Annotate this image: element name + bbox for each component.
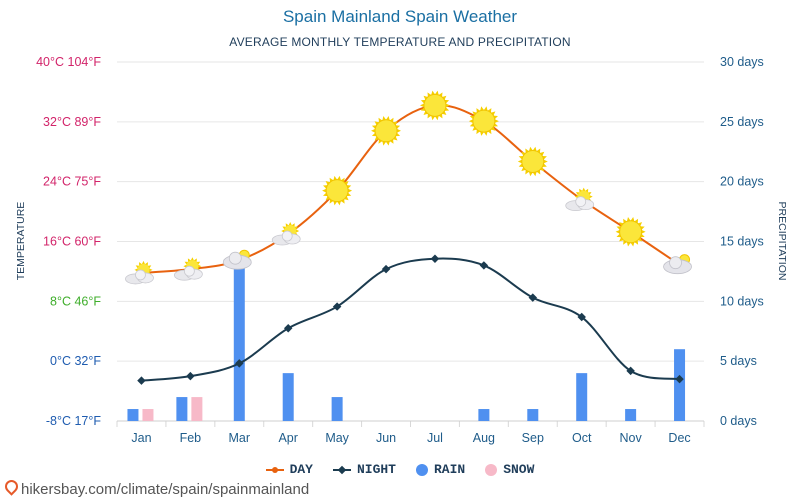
- rain-bar: [625, 409, 637, 421]
- chart-legend: DAY NIGHT RAIN SNOW: [0, 462, 800, 477]
- snow-bar: [142, 409, 154, 421]
- sun-icon: [517, 146, 548, 177]
- snow-bar: [191, 397, 203, 421]
- legend-item-night[interactable]: NIGHT: [332, 462, 396, 477]
- y-right-tick-label: 20 days: [720, 175, 764, 189]
- cloud-puff: [281, 230, 293, 242]
- partly-cloudy-icon: [565, 187, 595, 212]
- night-point: [186, 371, 195, 381]
- x-tick-label: Feb: [180, 431, 202, 445]
- sun-core: [521, 149, 545, 173]
- night-point: [332, 302, 342, 311]
- x-tick-label: Apr: [278, 431, 297, 445]
- sun-core: [374, 119, 398, 143]
- sun-core: [619, 220, 643, 244]
- partly-cloudy-icon: [125, 260, 154, 285]
- cloudy-icon: [663, 254, 692, 275]
- rain-bar: [331, 397, 343, 421]
- x-tick-label: Sep: [522, 431, 544, 445]
- chart-subtitle: AVERAGE MONTHLY TEMPERATURE AND PRECIPIT…: [229, 35, 571, 49]
- night-point: [675, 374, 684, 384]
- rain-bar: [282, 373, 294, 421]
- x-tick-label: Mar: [229, 431, 251, 445]
- cloud-puff: [135, 269, 146, 281]
- rain-bar: [576, 373, 588, 421]
- night-point: [626, 366, 635, 376]
- y-left-tick-label: 8°C 46°F: [50, 294, 101, 308]
- sun-core: [423, 93, 447, 117]
- x-tick-label: Oct: [572, 431, 592, 445]
- night-point: [137, 376, 146, 385]
- y-right-axis-title: PRECIPITATION: [776, 202, 788, 281]
- legend-label-rain: RAIN: [433, 462, 466, 477]
- y-right-tick-label: 30 days: [720, 55, 764, 69]
- source-link[interactable]: hikersbay.com/climate/spain/spainmainlan…: [2, 477, 310, 498]
- y-right-tick-label: 0 days: [720, 414, 757, 428]
- rain-bar: [478, 409, 490, 421]
- source-url: hikersbay.com/climate/spain/spainmainlan…: [21, 481, 310, 498]
- y-left-tick-label: 0°C 32°F: [50, 354, 101, 368]
- partly-cloudy-icon: [173, 257, 203, 281]
- rain-bar: [233, 265, 245, 421]
- y-left-tick-label: 40°C 104°F: [36, 55, 101, 69]
- x-tick-label: May: [325, 431, 349, 445]
- cloudy-icon: [222, 249, 252, 270]
- y-left-axis-title: TEMPERATURE: [15, 202, 27, 281]
- sun-icon: [420, 90, 450, 121]
- night-point: [283, 324, 293, 333]
- night-point: [381, 264, 391, 274]
- x-tick-label: Aug: [473, 431, 495, 445]
- x-tick-label: Dec: [668, 431, 690, 445]
- cloud-puff: [183, 265, 195, 277]
- sun-core: [325, 179, 349, 203]
- snow-dot-icon: [485, 463, 498, 476]
- x-tick-label: Nov: [620, 431, 643, 445]
- rain-bar: [674, 349, 686, 421]
- day-line-icon: [265, 466, 284, 473]
- legend-label-day: DAY: [289, 462, 313, 477]
- legend-item-rain[interactable]: RAIN: [415, 462, 466, 477]
- legend-label-snow: SNOW: [503, 462, 535, 477]
- map-pin-icon: [2, 477, 21, 496]
- y-left-tick-label: 16°C 60°F: [43, 235, 101, 249]
- day-series-line: [141, 104, 681, 274]
- night-point: [479, 261, 489, 270]
- cloud-puff: [228, 251, 242, 265]
- sun-icon: [468, 106, 499, 136]
- rain-bar: [527, 409, 539, 421]
- y-right-tick-label: 25 days: [720, 115, 764, 129]
- rain-bar: [176, 397, 188, 421]
- night-point: [528, 293, 538, 302]
- rain-bar: [127, 409, 139, 421]
- y-right-tick-label: 15 days: [720, 235, 764, 249]
- night-series-line: [141, 257, 680, 382]
- y-right-tick-label: 10 days: [720, 294, 764, 308]
- sun-icon: [371, 116, 401, 146]
- legend-item-snow[interactable]: SNOW: [485, 462, 534, 477]
- sun-icon: [615, 217, 646, 247]
- y-right-tick-label: 5 days: [720, 354, 757, 368]
- night-point: [430, 254, 440, 263]
- partly-cloudy-icon: [271, 222, 301, 246]
- cloud-puff: [669, 256, 682, 270]
- x-tick-label: Jun: [376, 431, 396, 445]
- y-left-tick-label: 24°C 75°F: [43, 175, 101, 189]
- rain-dot-icon: [415, 463, 428, 476]
- legend-label-night: NIGHT: [356, 462, 396, 477]
- night-point: [577, 312, 586, 322]
- sun-icon: [322, 175, 353, 206]
- night-line-icon: [332, 465, 351, 474]
- cloud-puff: [575, 196, 587, 208]
- legend-item-day[interactable]: DAY: [265, 462, 313, 477]
- sun-core: [472, 109, 496, 133]
- x-tick-label: Jul: [427, 431, 443, 445]
- x-tick-label: Jan: [131, 431, 151, 445]
- y-left-tick-label: 32°C 89°F: [43, 115, 101, 129]
- chart-title: Spain Mainland Spain Weather: [282, 7, 518, 26]
- y-left-tick-label: -8°C 17°F: [46, 414, 102, 428]
- night-point: [235, 359, 244, 368]
